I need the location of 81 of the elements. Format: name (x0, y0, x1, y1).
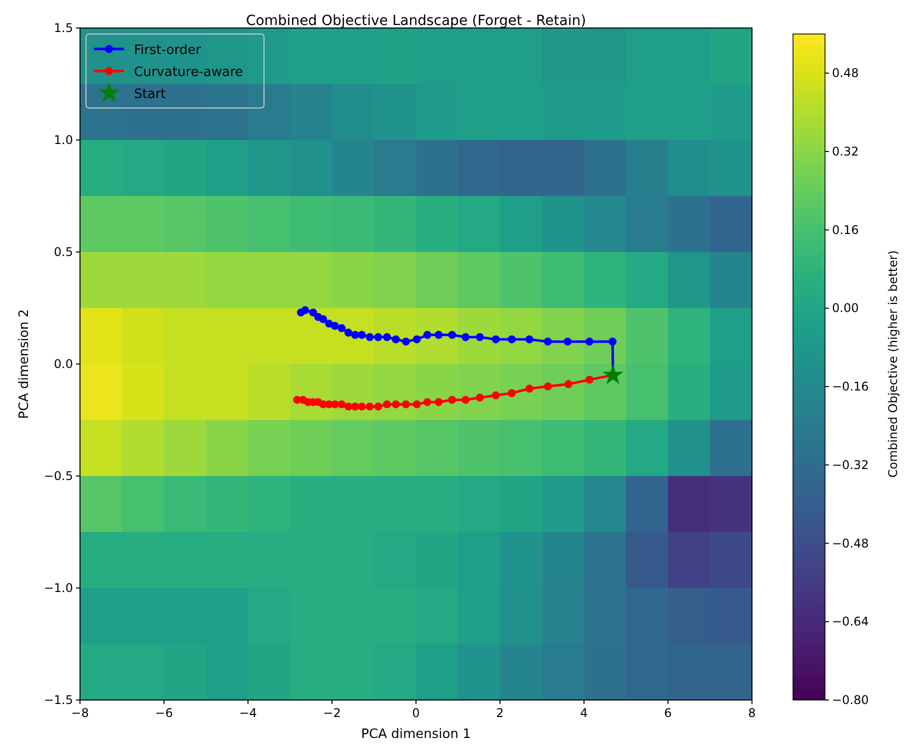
point (544, 382, 552, 390)
color-bar-label: −0.64 (832, 614, 869, 629)
point (402, 338, 410, 346)
x-tick-label: −4 (239, 706, 257, 720)
point (462, 396, 470, 404)
point (358, 330, 366, 339)
point (423, 398, 432, 406)
point (434, 330, 443, 339)
color-bar-label: −0.16 (832, 380, 869, 394)
y-tick-label: −0.5 (44, 469, 73, 483)
legend-label: Start (134, 87, 166, 102)
color-bar-label: −0.80 (832, 693, 869, 707)
color-bar-label: 0.00 (832, 301, 859, 316)
point (434, 398, 443, 406)
point (492, 335, 500, 344)
color-bar-title: Combined Objective (higher is better) (886, 250, 900, 478)
point (338, 400, 346, 408)
point (448, 396, 456, 404)
point (392, 400, 400, 408)
point (374, 333, 382, 342)
x-tick-label: 0 (412, 706, 420, 720)
point (525, 335, 534, 344)
point (325, 320, 334, 328)
point (602, 364, 624, 384)
x-axis-title: PCA dimension 1 (361, 727, 471, 742)
point (366, 402, 374, 411)
point (508, 335, 516, 344)
x-tick-label: −2 (323, 706, 341, 720)
point (462, 333, 470, 342)
point (412, 400, 421, 408)
point (476, 394, 484, 402)
color-bar-label: 0.48 (832, 66, 859, 80)
y-axis-title: PCA dimension 2 (17, 309, 32, 419)
color-bar-label: −0.48 (832, 536, 869, 550)
color-bar-label: 0.32 (832, 144, 859, 159)
point (293, 396, 302, 404)
point (296, 308, 305, 316)
legend-label: Curvature-aware (134, 65, 244, 80)
chart-title: Combined Objective Landscape (Forget - Retain) (246, 13, 586, 29)
point (508, 389, 516, 398)
point (564, 380, 572, 388)
point (366, 333, 374, 342)
x-tick-label: 4 (580, 706, 588, 720)
point (314, 312, 322, 321)
y-tick-label: 1.0 (54, 133, 73, 147)
y-tick-label: 1.5 (54, 21, 73, 35)
point (383, 400, 392, 408)
point (338, 324, 346, 332)
y-tick-label: 0.0 (54, 357, 73, 371)
point (492, 391, 500, 400)
color-bar-label: −0.32 (832, 458, 869, 472)
point (358, 402, 366, 411)
x-tick-label: −6 (155, 706, 173, 720)
point (476, 333, 484, 342)
color-bar-label: 0.16 (832, 222, 859, 237)
point (585, 338, 594, 346)
point (448, 330, 456, 339)
x-tick-label: 2 (496, 706, 504, 720)
point (374, 402, 382, 411)
point (423, 330, 432, 339)
point (544, 338, 552, 346)
x-tick-label: 6 (664, 706, 672, 720)
point (412, 335, 421, 344)
y-tick-label: 0.5 (54, 245, 73, 259)
point (525, 384, 534, 393)
point (402, 400, 410, 408)
legend-label: First-order (134, 43, 202, 58)
point (309, 308, 318, 316)
point (351, 402, 360, 411)
x-tick-label: −8 (71, 706, 89, 720)
point (351, 330, 360, 339)
point (383, 333, 392, 342)
point (392, 335, 400, 344)
point (608, 338, 617, 346)
point (585, 376, 594, 384)
point (344, 328, 352, 337)
y-tick-label: −1.5 (44, 693, 73, 707)
point (344, 402, 352, 411)
point (564, 338, 572, 346)
y-tick-label: −1.0 (44, 581, 73, 595)
x-tick-label: 8 (748, 706, 756, 720)
